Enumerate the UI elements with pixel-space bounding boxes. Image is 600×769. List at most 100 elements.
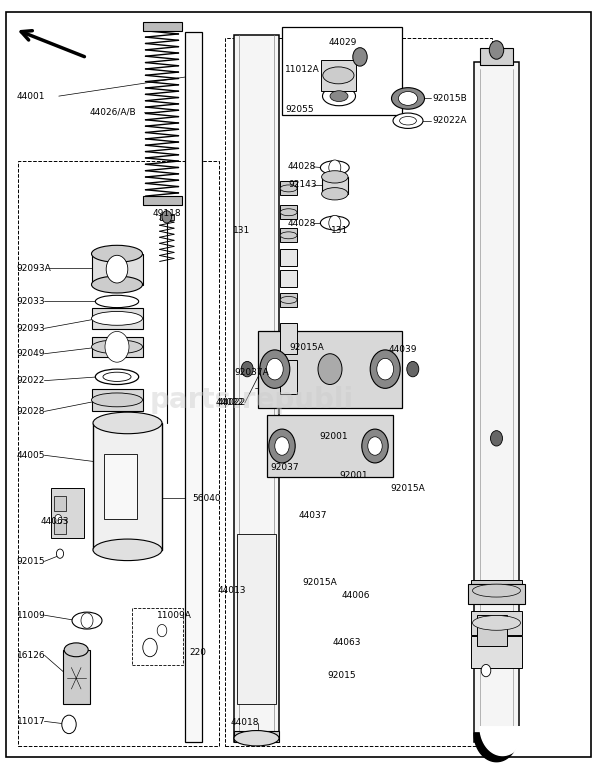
Ellipse shape xyxy=(323,67,354,84)
Circle shape xyxy=(105,331,129,362)
Text: 131: 131 xyxy=(331,226,349,235)
Ellipse shape xyxy=(320,161,349,175)
Ellipse shape xyxy=(280,296,297,304)
Bar xyxy=(267,415,393,477)
Bar xyxy=(91,254,143,285)
Text: 92093A: 92093A xyxy=(17,264,52,273)
Bar xyxy=(471,636,522,668)
Ellipse shape xyxy=(320,216,349,230)
Circle shape xyxy=(157,624,167,637)
Text: 92015: 92015 xyxy=(17,557,46,566)
Circle shape xyxy=(362,429,388,463)
Bar xyxy=(93,423,162,550)
Bar xyxy=(54,519,66,534)
Bar xyxy=(280,228,297,242)
Ellipse shape xyxy=(393,113,423,128)
Text: 11009A: 11009A xyxy=(157,611,192,620)
Ellipse shape xyxy=(91,311,143,325)
Circle shape xyxy=(353,48,367,66)
Bar xyxy=(237,534,276,704)
Text: 92001: 92001 xyxy=(339,471,368,480)
Ellipse shape xyxy=(392,88,425,109)
Text: 92015B: 92015B xyxy=(432,94,467,103)
Text: 92033: 92033 xyxy=(17,297,46,306)
Text: 44013: 44013 xyxy=(217,586,246,595)
Circle shape xyxy=(318,354,342,384)
Text: 44018: 44018 xyxy=(231,718,260,727)
Text: 44063: 44063 xyxy=(333,638,362,647)
Text: parts.republi: parts.republi xyxy=(150,386,354,414)
Ellipse shape xyxy=(64,643,88,657)
Bar xyxy=(280,249,297,266)
Text: 11012A: 11012A xyxy=(285,65,320,74)
Bar xyxy=(143,196,182,205)
Bar xyxy=(468,584,525,604)
Circle shape xyxy=(490,41,504,59)
Ellipse shape xyxy=(330,91,348,102)
Circle shape xyxy=(162,211,172,223)
Ellipse shape xyxy=(323,87,355,105)
Text: 131: 131 xyxy=(233,226,250,235)
Text: 92037A: 92037A xyxy=(234,368,269,377)
Circle shape xyxy=(368,437,382,455)
Ellipse shape xyxy=(93,412,162,434)
Bar xyxy=(280,293,297,307)
Text: 92028: 92028 xyxy=(17,407,46,416)
Ellipse shape xyxy=(103,372,131,381)
Text: 92037: 92037 xyxy=(270,463,299,472)
Polygon shape xyxy=(474,733,519,761)
Circle shape xyxy=(56,549,64,558)
Text: 44063: 44063 xyxy=(41,517,70,526)
Ellipse shape xyxy=(95,295,139,308)
Ellipse shape xyxy=(91,393,143,407)
Bar xyxy=(474,62,519,742)
Ellipse shape xyxy=(234,731,279,746)
Ellipse shape xyxy=(93,539,162,561)
Bar xyxy=(51,488,84,538)
Text: 92015A: 92015A xyxy=(302,578,337,588)
Text: 44022: 44022 xyxy=(217,398,245,408)
Circle shape xyxy=(260,350,290,388)
Bar xyxy=(104,454,137,519)
Bar xyxy=(91,389,143,411)
Circle shape xyxy=(62,715,76,734)
Text: 92015A: 92015A xyxy=(390,484,425,493)
Bar xyxy=(280,270,297,287)
Text: 49118: 49118 xyxy=(153,209,182,218)
Text: 44001: 44001 xyxy=(17,92,46,101)
Bar xyxy=(280,360,297,394)
Bar xyxy=(63,650,90,704)
Circle shape xyxy=(269,429,295,463)
Text: 92049: 92049 xyxy=(17,349,46,358)
Text: 11017: 11017 xyxy=(17,717,46,726)
Bar xyxy=(471,580,522,601)
Ellipse shape xyxy=(473,615,521,631)
Bar xyxy=(280,181,297,195)
Bar xyxy=(480,48,513,65)
Circle shape xyxy=(407,361,419,377)
Ellipse shape xyxy=(91,340,143,354)
Text: 44028: 44028 xyxy=(288,218,316,228)
Text: 92022: 92022 xyxy=(17,376,45,385)
Circle shape xyxy=(370,350,400,388)
Ellipse shape xyxy=(322,188,348,200)
Text: 92001: 92001 xyxy=(319,432,348,441)
Circle shape xyxy=(481,664,491,677)
Text: 92143: 92143 xyxy=(288,180,317,189)
Ellipse shape xyxy=(72,612,102,629)
Text: 11009: 11009 xyxy=(17,611,46,620)
Polygon shape xyxy=(480,727,525,755)
Circle shape xyxy=(143,638,157,657)
Ellipse shape xyxy=(91,276,143,293)
Bar xyxy=(54,496,66,511)
Text: 44006: 44006 xyxy=(342,591,370,601)
Circle shape xyxy=(491,431,503,446)
Text: 44026/A/B: 44026/A/B xyxy=(90,107,137,116)
Ellipse shape xyxy=(473,584,521,597)
Bar xyxy=(132,608,183,665)
Circle shape xyxy=(55,514,62,524)
Text: 44037: 44037 xyxy=(299,511,328,520)
Text: 44022: 44022 xyxy=(216,398,244,408)
Ellipse shape xyxy=(95,369,139,384)
Bar xyxy=(18,161,219,746)
